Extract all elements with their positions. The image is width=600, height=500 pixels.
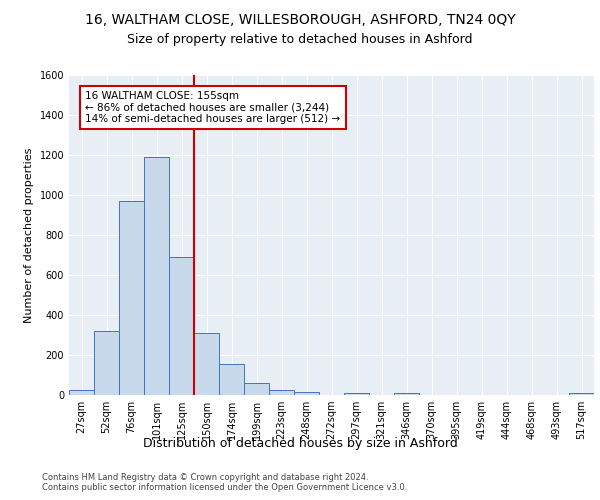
Text: Size of property relative to detached houses in Ashford: Size of property relative to detached ho… bbox=[127, 32, 473, 46]
Text: Distribution of detached houses by size in Ashford: Distribution of detached houses by size … bbox=[143, 438, 457, 450]
Bar bbox=[69, 390, 94, 395]
Text: 16 WALTHAM CLOSE: 155sqm
← 86% of detached houses are smaller (3,244)
14% of sem: 16 WALTHAM CLOSE: 155sqm ← 86% of detach… bbox=[85, 91, 340, 124]
Y-axis label: Number of detached properties: Number of detached properties bbox=[24, 148, 34, 322]
Text: 16, WALTHAM CLOSE, WILLESBOROUGH, ASHFORD, TN24 0QY: 16, WALTHAM CLOSE, WILLESBOROUGH, ASHFOR… bbox=[85, 12, 515, 26]
Text: Contains HM Land Registry data © Crown copyright and database right 2024.
Contai: Contains HM Land Registry data © Crown c… bbox=[42, 472, 407, 492]
Bar bbox=[119, 201, 144, 395]
Bar bbox=[94, 331, 119, 395]
Bar bbox=[394, 393, 419, 395]
Bar bbox=[169, 257, 194, 395]
Bar bbox=[294, 392, 319, 395]
Bar bbox=[194, 333, 219, 395]
Bar bbox=[244, 383, 269, 395]
Bar bbox=[344, 393, 369, 395]
Bar bbox=[144, 157, 169, 395]
Bar bbox=[269, 390, 294, 395]
Bar bbox=[569, 393, 594, 395]
Bar bbox=[219, 364, 244, 395]
